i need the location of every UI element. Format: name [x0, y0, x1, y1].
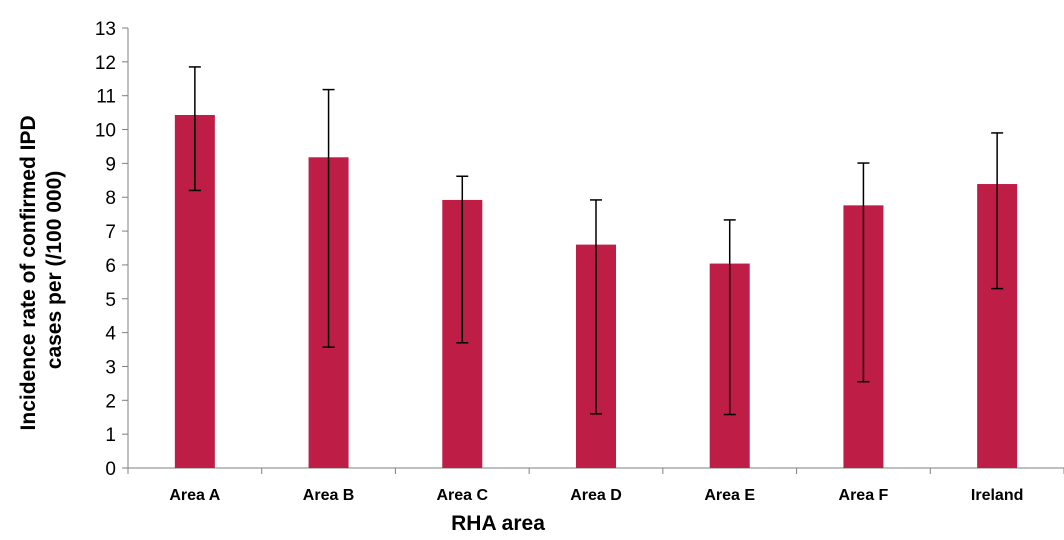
x-axis: Area A Area B Area C Area D Area E Area F Irel…	[127, 467, 1064, 504]
y-tick-label: 3	[105, 357, 116, 378]
x-tick-label: Area C	[436, 487, 488, 504]
y-tick-label: 2	[105, 391, 116, 412]
x-tick-label: Area F	[839, 487, 889, 504]
y-tick-label: 7	[105, 222, 116, 243]
y-tick-label: 13	[95, 19, 116, 40]
y-tick-label: 5	[105, 290, 116, 311]
y-tick-label: 4	[105, 324, 116, 345]
y-tick-label: 8	[105, 188, 116, 209]
y-tick-label: 11	[96, 87, 116, 108]
error-bars	[188, 66, 1004, 416]
y-axis-title-line2: cases per (/100 000)	[43, 171, 66, 369]
y-tick-label: 0	[105, 459, 116, 480]
y-tick-label: 12	[95, 53, 116, 74]
x-tick-label: Area D	[570, 487, 622, 504]
y-tick-label: 6	[105, 256, 116, 277]
y-tick-label: 10	[95, 121, 116, 142]
y-axis-title: Incidence rate of confirmed IPD cases pe…	[17, 110, 66, 431]
y-tick-label: 1	[105, 425, 116, 446]
x-tick-label: Area A	[169, 487, 220, 504]
x-tick-label: Area E	[704, 487, 755, 504]
x-tick-label: Ireland	[971, 487, 1023, 504]
x-axis-title: RHA area	[451, 512, 545, 535]
y-tick-label: 9	[105, 154, 116, 175]
y-axis-title-line1: Incidence rate of confirmed IPD	[17, 115, 40, 430]
x-tick-label: Area B	[303, 487, 355, 504]
